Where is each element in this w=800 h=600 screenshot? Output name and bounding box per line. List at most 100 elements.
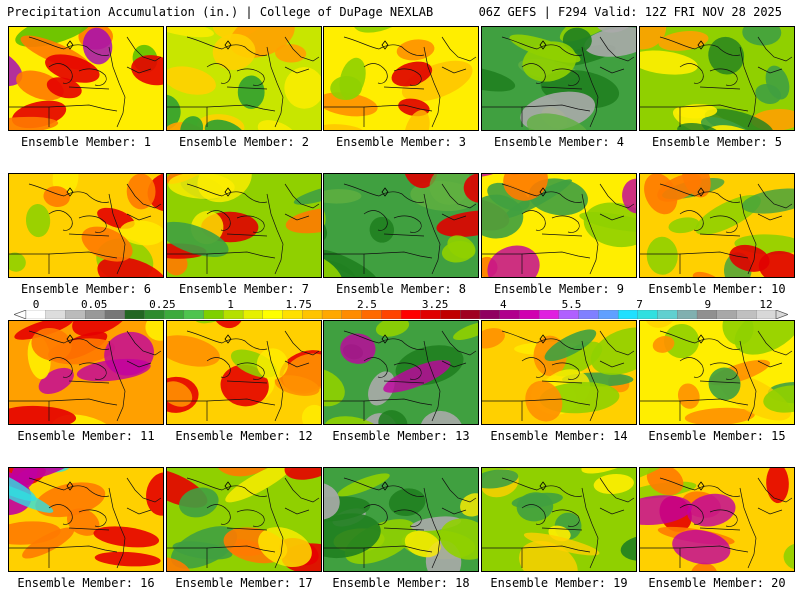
- ensemble-member-label: Ensemble Member: 15: [648, 429, 786, 443]
- boundary-line: [521, 210, 546, 231]
- boundary-line: [551, 68, 580, 86]
- boundary-line: [679, 63, 704, 84]
- colorbar-swatch: [321, 310, 343, 319]
- precip-map: [8, 26, 164, 131]
- precip-contour-blob: [284, 468, 321, 480]
- precip-contour-blob: [487, 245, 540, 277]
- ensemble-member-label: Ensemble Member: 17: [175, 576, 313, 590]
- precip-map-svg: [167, 27, 321, 130]
- precip-contour-blob: [676, 104, 718, 119]
- precip-contour-blob: [167, 27, 214, 38]
- boundary-line: [206, 357, 231, 378]
- boundary-line: [68, 527, 110, 531]
- boundary-line: [599, 213, 625, 221]
- boundary-line: [551, 215, 580, 233]
- boundary-line: [126, 330, 162, 356]
- precip-contour-blob: [257, 120, 298, 130]
- location-marker-icon: [697, 187, 705, 197]
- precip-map: [323, 173, 479, 278]
- precip-contour-blob: [167, 556, 191, 571]
- precip-contour-blob: [388, 488, 426, 517]
- colorbar-swatch: [460, 310, 481, 319]
- boundary-line: [501, 477, 583, 497]
- boundary-line: [266, 487, 284, 569]
- precip-contour-blob: [525, 380, 563, 422]
- colorbar-swatch: [420, 310, 441, 319]
- precip-map-svg: [482, 321, 636, 424]
- precip-contour-blob: [519, 540, 578, 571]
- boundary-line: [383, 527, 425, 531]
- boundary-line: [599, 36, 635, 62]
- precip-map-svg: [9, 321, 163, 424]
- location-marker-icon: [66, 187, 74, 197]
- ensemble-member-label: Ensemble Member: 2: [178, 135, 310, 149]
- colorbar-swatch: [677, 310, 698, 319]
- ensemble-panel: Ensemble Member: 20: [639, 467, 795, 590]
- precip-contour-blob: [167, 221, 229, 257]
- boundary-line: [541, 380, 583, 384]
- boundary-line: [206, 210, 231, 231]
- precip-contour-blob: [378, 410, 408, 424]
- precip-contour-blob: [652, 335, 675, 353]
- boundary-line: [236, 362, 265, 380]
- boundary-line: [541, 233, 583, 237]
- boundary-line: [363, 210, 388, 231]
- precip-contour-blob: [522, 41, 577, 82]
- ensemble-member-label: Ensemble Member: 14: [490, 429, 628, 443]
- precip-contour-blob: [622, 178, 636, 214]
- boundary-line: [126, 360, 152, 368]
- colorbar-swatch: [519, 310, 540, 319]
- precip-map-svg: [9, 174, 163, 277]
- boundary-line: [363, 504, 388, 525]
- precip-contour-blob: [172, 541, 233, 560]
- colorbar-tick-label: 3.25: [421, 298, 449, 311]
- ensemble-panel: Ensemble Member: 10: [639, 173, 795, 296]
- colorbar-swatch: [183, 310, 205, 319]
- precip-map-svg: [324, 468, 478, 571]
- colorbar-tick-label: 0.05: [80, 298, 108, 311]
- precip-contour-blob: [167, 94, 181, 130]
- boundary-line: [284, 213, 310, 221]
- boundary-line: [551, 362, 580, 380]
- location-marker-icon: [539, 40, 547, 50]
- ensemble-member-label: Ensemble Member: 8: [335, 282, 467, 296]
- boundary-line: [739, 46, 757, 128]
- colorbar-swatch: [716, 310, 737, 319]
- boundary-line: [236, 509, 265, 527]
- boundary-line: [739, 340, 757, 422]
- model-run-info: 06Z GEFS | F294 Valid: 12Z FRI NOV 28 20…: [478, 5, 782, 19]
- boundary-line: [521, 398, 591, 406]
- precip-contour-blob: [763, 385, 794, 413]
- boundary-line: [541, 86, 583, 90]
- precip-contour-blob: [677, 122, 722, 130]
- boundary-line: [739, 193, 757, 275]
- boundary-line: [28, 330, 110, 350]
- precip-contour-blob: [640, 50, 698, 75]
- location-marker-icon: [66, 40, 74, 50]
- precip-contour-blob: [482, 469, 519, 489]
- precip-contour-blob: [97, 256, 163, 277]
- ensemble-member-label: Ensemble Member: 3: [335, 135, 467, 149]
- boundary-line: [659, 330, 741, 350]
- boundary-line: [226, 233, 268, 237]
- colorbar-tick-label: 2.5: [356, 298, 377, 311]
- colorbar-swatch: [696, 310, 718, 319]
- boundary-line: [659, 183, 741, 203]
- colorbar-swatch: [578, 310, 599, 319]
- location-marker-icon: [381, 40, 389, 50]
- location-marker-icon: [539, 187, 547, 197]
- ensemble-panel: Ensemble Member: 3: [323, 26, 479, 149]
- colorbar-swatch: [124, 310, 145, 319]
- precip-map: [481, 173, 637, 278]
- precip-contour-blob: [403, 174, 438, 189]
- precip-contour-blob: [593, 473, 634, 494]
- boundary-line: [441, 183, 477, 209]
- boundary-line: [126, 213, 152, 221]
- boundary-line: [501, 36, 583, 56]
- precip-contour-blob: [765, 65, 790, 100]
- precip-contour-blob: [284, 67, 321, 109]
- precip-map: [166, 320, 322, 425]
- boundary-line: [441, 360, 467, 368]
- boundary-line: [599, 330, 635, 356]
- boundary-line: [501, 330, 583, 350]
